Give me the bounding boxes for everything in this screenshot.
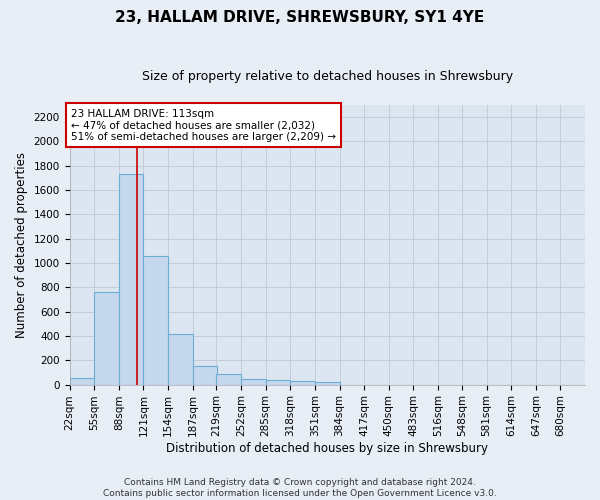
Y-axis label: Number of detached properties: Number of detached properties xyxy=(15,152,28,338)
Bar xyxy=(217,374,241,384)
Text: 23 HALLAM DRIVE: 113sqm
← 47% of detached houses are smaller (2,032)
51% of semi: 23 HALLAM DRIVE: 113sqm ← 47% of detache… xyxy=(71,108,336,142)
Bar xyxy=(241,378,266,384)
Bar xyxy=(143,256,168,384)
Bar xyxy=(315,382,340,384)
Bar xyxy=(290,381,315,384)
Bar xyxy=(94,292,119,384)
Bar xyxy=(168,334,193,384)
Bar xyxy=(266,380,290,384)
Text: Contains HM Land Registry data © Crown copyright and database right 2024.
Contai: Contains HM Land Registry data © Crown c… xyxy=(103,478,497,498)
Title: Size of property relative to detached houses in Shrewsbury: Size of property relative to detached ho… xyxy=(142,70,513,83)
X-axis label: Distribution of detached houses by size in Shrewsbury: Distribution of detached houses by size … xyxy=(166,442,488,455)
Bar xyxy=(193,366,217,384)
Bar xyxy=(119,174,143,384)
Text: 23, HALLAM DRIVE, SHREWSBURY, SY1 4YE: 23, HALLAM DRIVE, SHREWSBURY, SY1 4YE xyxy=(115,10,485,25)
Bar xyxy=(70,378,94,384)
